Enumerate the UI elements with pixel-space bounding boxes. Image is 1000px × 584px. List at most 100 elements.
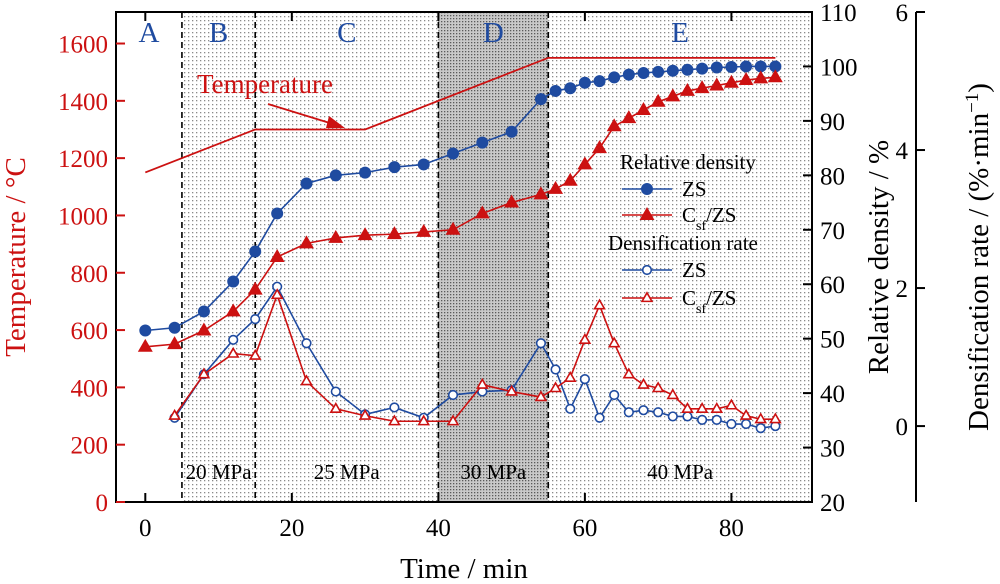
temp-tick-label: 200 xyxy=(71,433,109,460)
density-csf-zs-point xyxy=(753,70,769,84)
legend-rate-csf-label: Csf/ZS xyxy=(682,286,736,317)
rate-csf-zs-point xyxy=(417,414,431,426)
rate-axis-title-main: Densification rate / (%·min xyxy=(963,112,995,431)
density-tick-label: 100 xyxy=(820,54,858,81)
density-axis-title: Relative density / % xyxy=(863,140,895,374)
rate-zs-point xyxy=(565,403,576,414)
rate-zs-point xyxy=(389,402,400,413)
rate-zs-point xyxy=(623,407,634,418)
pressure-label-b: 20 MPa xyxy=(186,460,253,484)
temp-tick-label: 800 xyxy=(71,261,109,288)
legend-density-zs-marker xyxy=(640,183,653,196)
rate-csf-zs-point xyxy=(475,377,489,389)
rate-zs-point xyxy=(447,389,459,401)
density-csf-zs-point xyxy=(577,156,593,170)
density-csf-zs-point xyxy=(548,180,564,194)
rate-zs-point xyxy=(579,374,590,385)
legend-rate-csf-marker xyxy=(640,291,654,303)
density-csf-zs-point xyxy=(636,101,651,115)
series-layer xyxy=(137,56,783,434)
density-zs-point xyxy=(300,177,313,190)
rate-zs-point xyxy=(653,407,664,418)
density-csf-zs-point xyxy=(504,194,520,208)
x-tick-label: 40 xyxy=(426,515,451,542)
stage-d-region xyxy=(438,12,549,502)
rate-csf-zs-point xyxy=(754,412,768,424)
density-csf-zs-point xyxy=(709,77,725,91)
rate-csf-zs-point xyxy=(666,388,680,400)
density-zs-point xyxy=(139,324,152,337)
rate-axis-title-end: ) xyxy=(963,83,995,93)
temp-tick-label: 0 xyxy=(96,490,109,517)
rate-tick-label: 6 xyxy=(896,0,909,27)
density-zs-point xyxy=(666,64,679,77)
temp-tick-label: 400 xyxy=(71,375,109,402)
rate-csf-zs-point xyxy=(593,298,606,310)
temp-tick-label: 600 xyxy=(71,318,109,345)
density-zs-point xyxy=(593,75,606,88)
rate-csf-zs-point xyxy=(270,288,284,300)
density-csf-zs-point xyxy=(167,336,183,350)
temp-tick-label: 1200 xyxy=(58,146,108,173)
rate-csf-zs-point xyxy=(637,377,650,389)
density-csf-zs-point xyxy=(621,110,637,124)
density-zs-point xyxy=(622,68,635,81)
density-zs-point xyxy=(564,82,577,95)
rate-csf-zs-point xyxy=(563,370,577,382)
density-csf-zs-point xyxy=(137,338,153,352)
density-csf-zs-point xyxy=(723,74,739,88)
rate-csf-zs-point xyxy=(681,402,694,414)
rate-csf-zs-point xyxy=(769,412,782,424)
rate-csf-zs-point xyxy=(300,374,313,386)
density-csf-zs-point xyxy=(694,80,710,94)
density-csf-zs-point xyxy=(665,88,681,102)
density-csf-zs-point xyxy=(416,223,432,237)
rate-zs-point xyxy=(550,364,561,375)
density-csf-zs-point xyxy=(738,72,754,86)
rate-csf-zs-point xyxy=(388,414,401,426)
labels-layer: A B 20 MPa C 25 MPa D 30 MPa E 40 MPa Temperature xyxy=(138,17,713,484)
density-zs-point xyxy=(388,161,401,174)
rate-csf-zs-point xyxy=(358,408,372,420)
density-zs-point xyxy=(168,321,181,334)
stage-label-e: E xyxy=(671,17,689,49)
rate-zs-point xyxy=(755,423,766,434)
stage-label-c: C xyxy=(337,17,356,49)
density-tick-label: 30 xyxy=(820,436,845,463)
density-csf-zs-point xyxy=(386,226,402,240)
temp-tick-label: 1600 xyxy=(58,32,108,59)
density-csf-zs-point xyxy=(592,140,608,154)
rate-csf-zs-point xyxy=(739,408,753,420)
density-tick-label: 80 xyxy=(820,163,845,190)
rate-csf-zs-point xyxy=(607,336,621,348)
density-csf-zs-point xyxy=(357,227,373,241)
rate-csf-zs-point xyxy=(168,408,181,420)
rate-zs-point xyxy=(535,338,547,349)
density-csf-zs-point xyxy=(196,322,212,336)
legend-rate-zs-label: ZS xyxy=(682,258,707,282)
density-zs-point xyxy=(505,125,518,138)
density-zs-point xyxy=(227,275,240,288)
rate-csf-zs-point xyxy=(446,414,460,426)
density-zs-point xyxy=(740,60,753,73)
density-zs-point xyxy=(359,166,372,179)
density-tick-label: 70 xyxy=(820,218,845,245)
rate-tick-label: 4 xyxy=(896,138,909,165)
rate-csf-zs-point xyxy=(710,402,724,414)
density-zs-point xyxy=(652,65,665,78)
density-csf-zs-point xyxy=(679,82,695,96)
rate-tick-label: 2 xyxy=(896,276,909,303)
rate-zs-point xyxy=(301,338,312,349)
density-csf-zs-point xyxy=(445,221,461,235)
x-tick-label: 80 xyxy=(719,515,744,542)
temperature-arrow-line xyxy=(267,103,334,125)
rate-zs-point xyxy=(697,414,708,425)
rate-zs-point xyxy=(667,411,678,422)
density-csf-zs-point xyxy=(767,69,783,83)
rate-zs-point xyxy=(726,418,737,430)
legend-rate-zs-marker xyxy=(641,264,653,276)
density-zs-point xyxy=(725,60,738,73)
rate-axis-title: Densification rate / (%·min−1) xyxy=(962,83,996,431)
